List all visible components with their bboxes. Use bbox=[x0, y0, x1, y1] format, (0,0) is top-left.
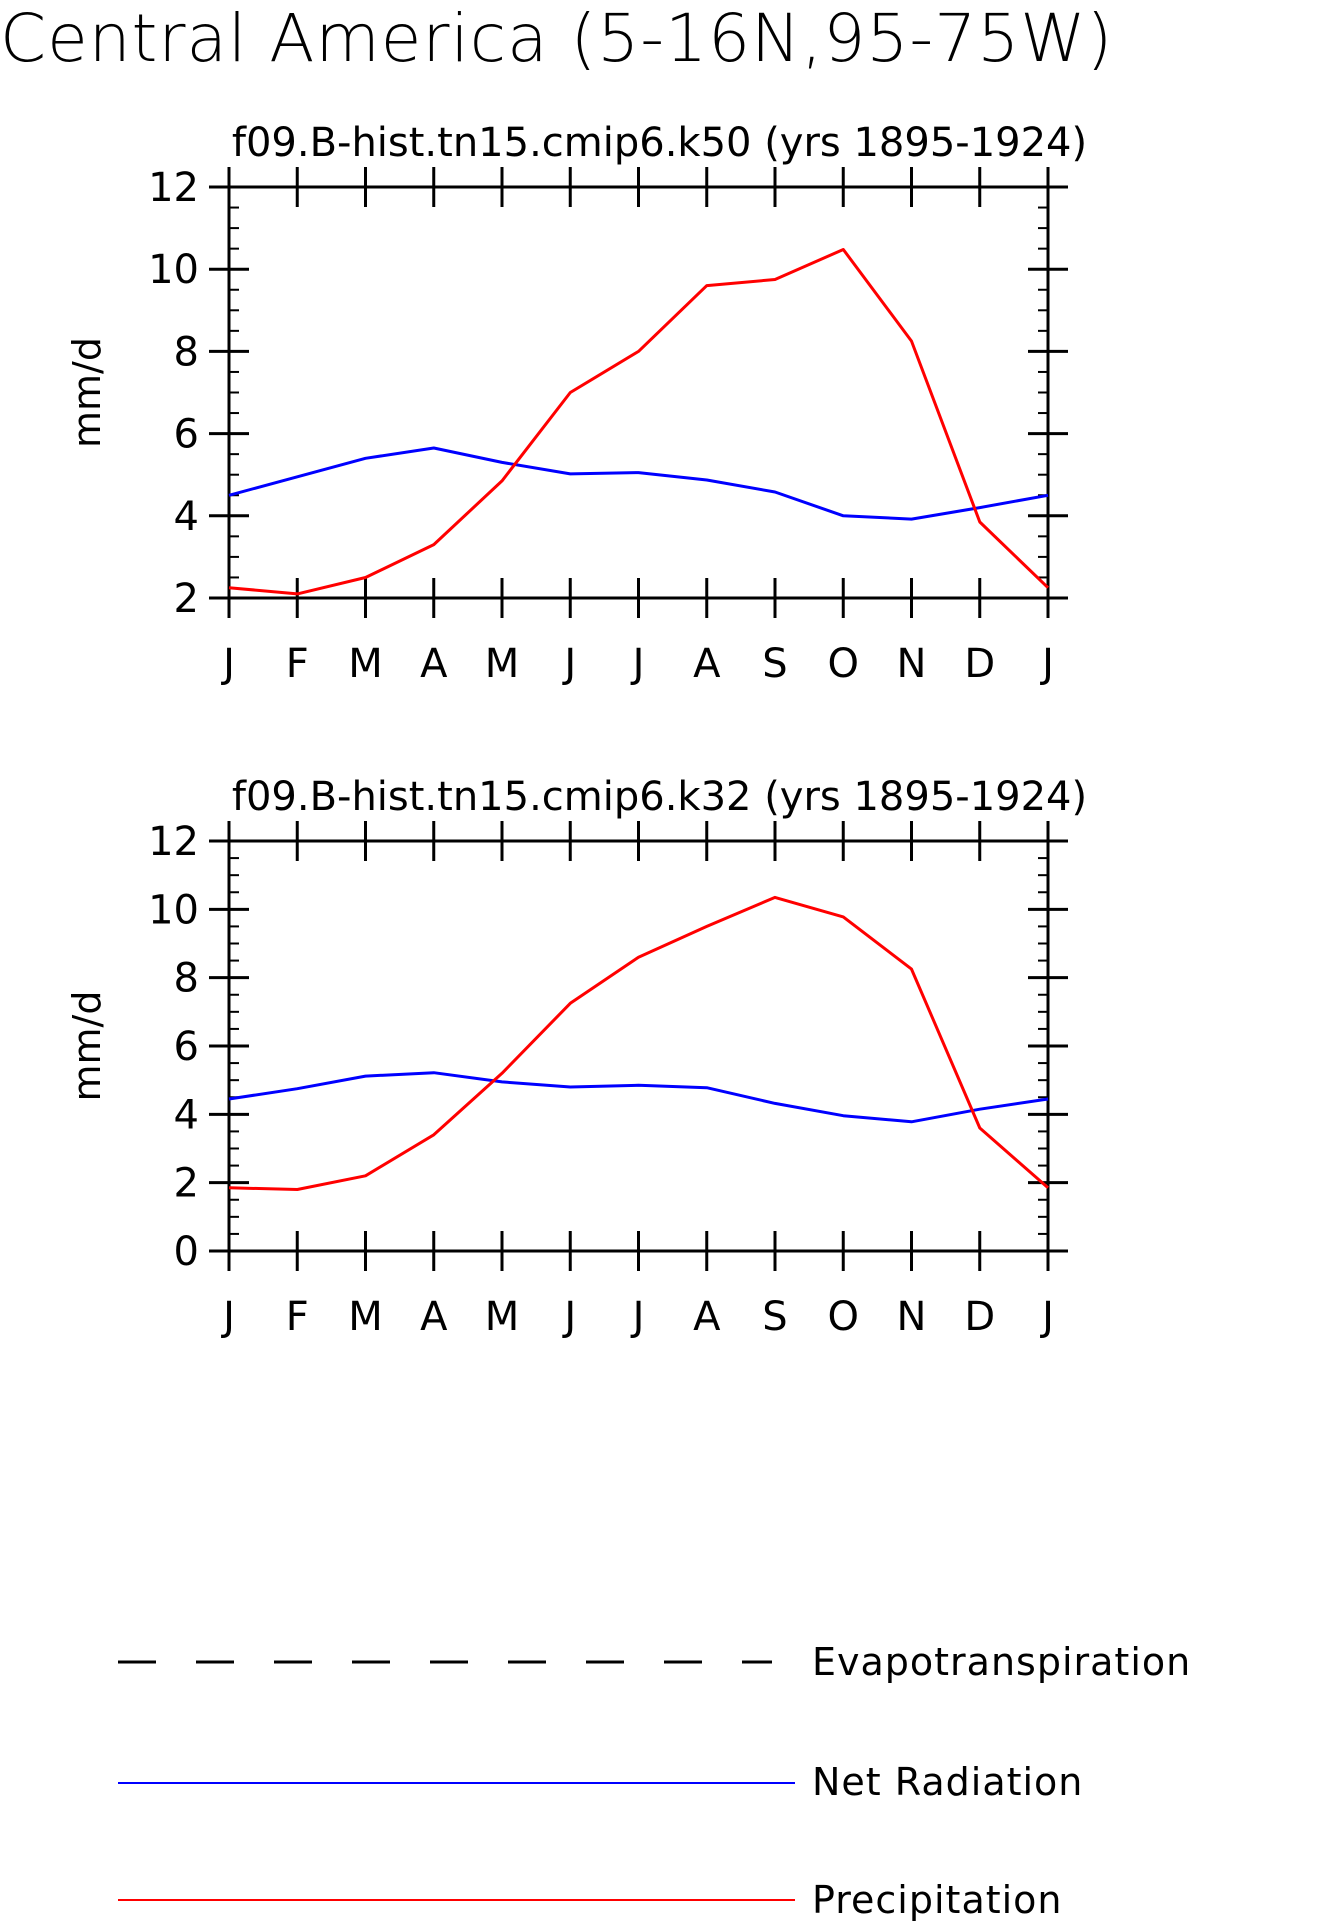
x-tick-label: O bbox=[828, 1294, 859, 1340]
y-tick-label: 12 bbox=[148, 819, 199, 865]
x-tick-label: J bbox=[561, 641, 576, 687]
x-tick-label: O bbox=[828, 641, 859, 687]
x-tick-label: A bbox=[693, 1294, 721, 1340]
y-tick-label: 8 bbox=[174, 329, 199, 375]
y-tick-label: 6 bbox=[174, 1024, 199, 1070]
y-axis-label: mm/d bbox=[65, 991, 109, 1102]
series-line-precipitation bbox=[228, 895, 1049, 1191]
chart-title: f09.B-hist.tn15.cmip6.k50 (yrs 1895-1924… bbox=[232, 120, 1087, 166]
x-tick-label: F bbox=[286, 641, 309, 687]
legend-label-evapotranspiration: Evapotranspiration bbox=[812, 1640, 1192, 1684]
x-tick-label: A bbox=[693, 641, 721, 687]
x-tick-label: J bbox=[220, 641, 235, 687]
x-tick-label: M bbox=[348, 1294, 383, 1340]
series-line-precipitation bbox=[228, 248, 1050, 596]
x-tick-label: J bbox=[1039, 1294, 1054, 1340]
y-tick-label: 0 bbox=[174, 1229, 199, 1275]
y-axis-label: mm/d bbox=[65, 337, 109, 448]
plot-frame bbox=[227, 185, 1050, 600]
figure-title: Central America (5-16N,95-75W) bbox=[0, 0, 1114, 77]
y-tick-label: 10 bbox=[148, 247, 199, 293]
x-tick-label: J bbox=[630, 1294, 645, 1340]
x-tick-label: M bbox=[485, 641, 520, 687]
y-tick-label: 4 bbox=[174, 494, 199, 540]
y-tick-label: 10 bbox=[148, 887, 199, 933]
x-tick-label: J bbox=[561, 1294, 576, 1340]
y-tick-label: 12 bbox=[148, 165, 199, 211]
legend-label-precipitation: Precipitation bbox=[812, 1878, 1063, 1922]
x-tick-label: D bbox=[964, 1294, 995, 1340]
chart-panel-top: f09.B-hist.tn15.cmip6.k50 (yrs 1895-1924… bbox=[65, 120, 1087, 687]
y-tick-label: 6 bbox=[174, 412, 199, 458]
x-tick-label: F bbox=[286, 1294, 309, 1340]
x-tick-label: N bbox=[897, 1294, 927, 1340]
plot-frame bbox=[227, 839, 1050, 1253]
x-tick-label: A bbox=[420, 641, 448, 687]
x-tick-label: M bbox=[485, 1294, 520, 1340]
x-tick-label: M bbox=[348, 641, 383, 687]
x-tick-label: S bbox=[762, 641, 787, 687]
x-tick-label: J bbox=[630, 641, 645, 687]
x-tick-label: D bbox=[964, 641, 995, 687]
series-line-net-radiation bbox=[228, 1071, 1049, 1124]
chart-title: f09.B-hist.tn15.cmip6.k32 (yrs 1895-1924… bbox=[232, 774, 1087, 820]
x-tick-label: S bbox=[762, 1294, 787, 1340]
y-tick-label: 8 bbox=[174, 956, 199, 1002]
y-tick-label: 2 bbox=[174, 1161, 199, 1207]
x-tick-label: A bbox=[420, 1294, 448, 1340]
x-tick-label: J bbox=[220, 1294, 235, 1340]
legend-label-net-radiation: Net Radiation bbox=[812, 1760, 1084, 1804]
chart-panel-bottom: f09.B-hist.tn15.cmip6.k32 (yrs 1895-1924… bbox=[65, 774, 1087, 1340]
y-tick-label: 4 bbox=[174, 1092, 199, 1138]
legend-lines bbox=[118, 1660, 795, 1901]
x-tick-label: J bbox=[1039, 641, 1054, 687]
x-tick-label: N bbox=[897, 641, 927, 687]
series-line-net-radiation bbox=[228, 446, 1049, 521]
y-tick-label: 2 bbox=[174, 576, 199, 622]
